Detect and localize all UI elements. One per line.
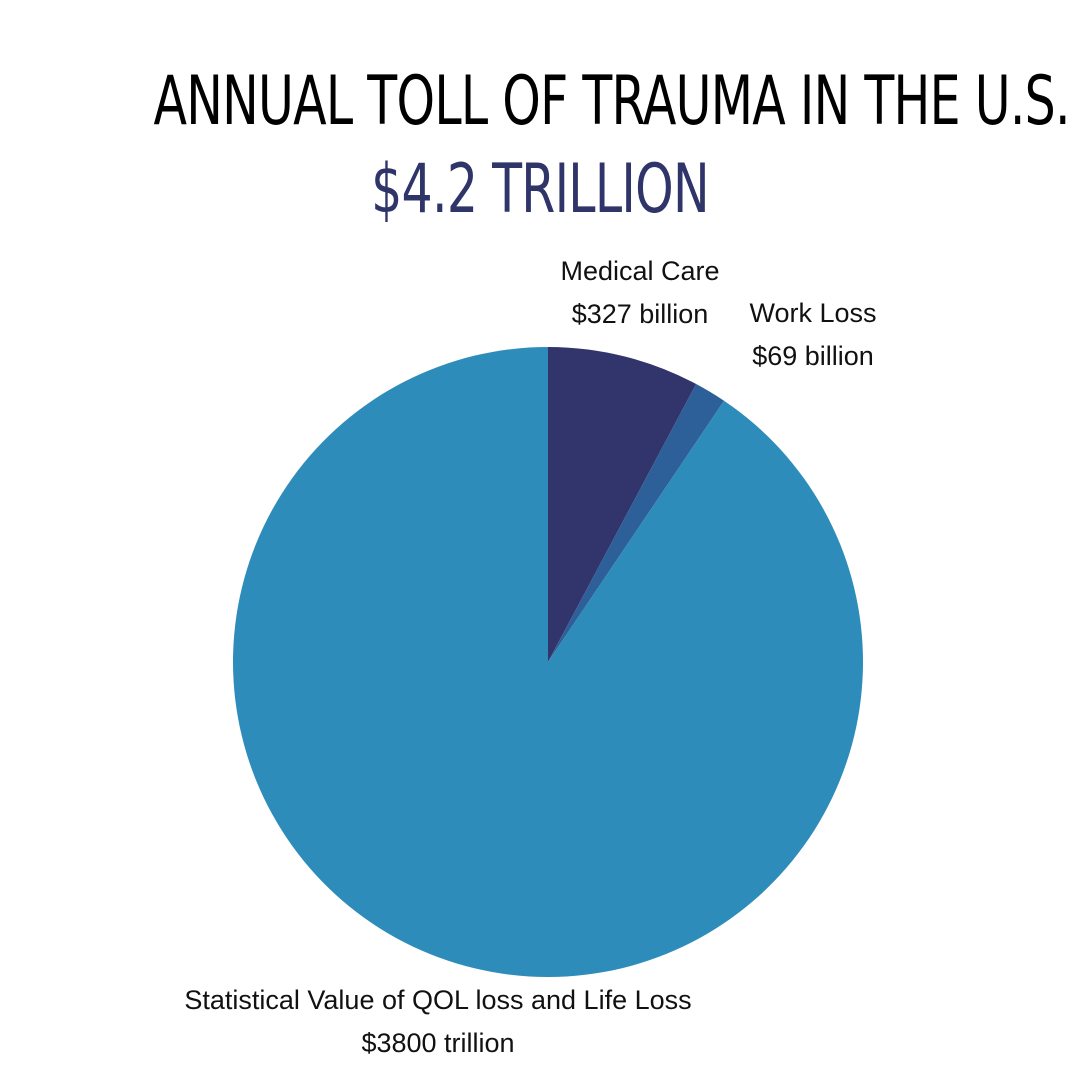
chart-title: ANNUAL TOLL OF TRAUMA IN THE U.S. bbox=[153, 62, 1070, 141]
slice-label-medical-care: Medical Care $327 billion bbox=[540, 250, 740, 336]
slice-label-qol-life-loss: Statistical Value of QOL loss and Life L… bbox=[150, 979, 726, 1065]
slice-label-name: Medical Care bbox=[560, 256, 720, 286]
slice-label-value: $69 billion bbox=[752, 341, 874, 371]
slice-label-name: Statistical Value of QOL loss and Life L… bbox=[184, 985, 692, 1015]
pie-slice-qol-life-loss bbox=[233, 347, 864, 977]
chart-subtitle: $4.2 TRILLION bbox=[371, 150, 709, 229]
slice-label-name: Work Loss bbox=[749, 298, 877, 328]
pie-slice-medical-care bbox=[548, 347, 697, 662]
slice-label-value: $3800 trillion bbox=[361, 1028, 515, 1058]
slice-label-value: $327 billion bbox=[571, 299, 709, 329]
slice-label-work-loss: Work Loss $69 billion bbox=[730, 292, 896, 378]
pie-slice-work-loss bbox=[548, 384, 725, 662]
